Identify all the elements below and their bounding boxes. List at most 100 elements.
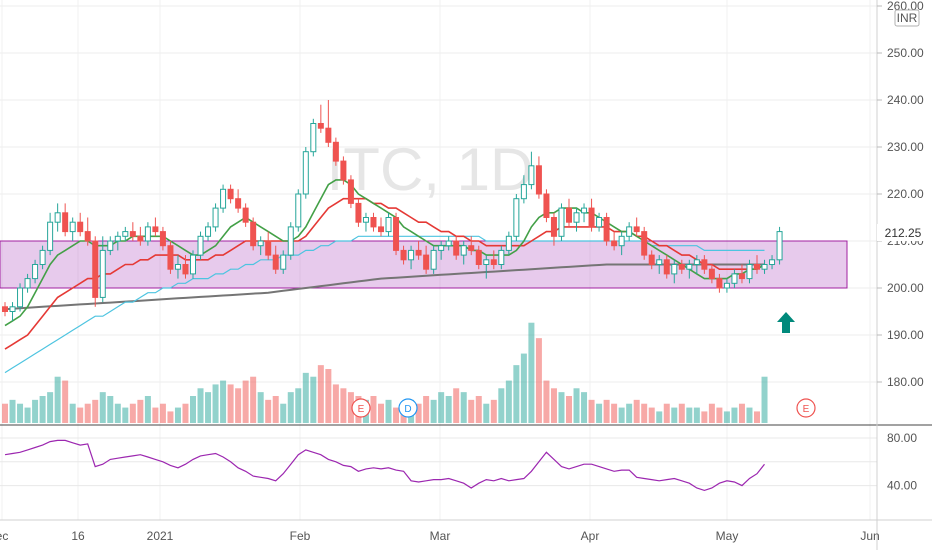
candle-body xyxy=(438,245,445,251)
volume-bar xyxy=(596,403,603,423)
candle-body xyxy=(205,226,212,237)
volume-bar xyxy=(174,407,181,423)
candle-body xyxy=(671,264,678,275)
event-marker[interactable]: E xyxy=(796,398,816,418)
current-price-label: 212.25 xyxy=(885,226,922,240)
candle-body xyxy=(77,221,84,233)
volume-bar xyxy=(716,407,723,423)
volume-bar xyxy=(738,403,745,423)
volume-bar xyxy=(423,396,430,423)
volume-bar xyxy=(663,403,670,423)
candle-body xyxy=(400,249,407,261)
time-tick-label: ec xyxy=(0,529,8,543)
event-circle xyxy=(398,398,418,418)
volume-bar xyxy=(182,403,189,423)
candle-body xyxy=(122,231,129,237)
candle-body xyxy=(633,226,640,233)
volume-bar xyxy=(107,396,114,423)
candle-body xyxy=(159,231,166,247)
time-tick-label: Jun xyxy=(860,529,879,543)
volume-bar xyxy=(77,407,84,423)
candle-body xyxy=(310,123,317,153)
volume-bar xyxy=(317,365,324,423)
event-marker[interactable]: E xyxy=(351,398,371,418)
candle-body xyxy=(302,151,309,195)
volume-bars xyxy=(2,322,768,423)
ma-slow-line xyxy=(4,235,765,374)
candle-body xyxy=(280,254,287,270)
volume-bar xyxy=(385,399,392,423)
volume-bar xyxy=(671,407,678,423)
candle-body xyxy=(378,226,384,233)
volume-bar xyxy=(708,403,715,423)
price-tick-label: 220.00 xyxy=(887,187,924,201)
volume-bar xyxy=(144,396,151,423)
candle-body xyxy=(129,231,136,237)
candle-body xyxy=(174,264,181,270)
time-tick-label: May xyxy=(716,529,739,543)
time-tick-label: Feb xyxy=(290,529,311,543)
event-marker[interactable]: D xyxy=(398,398,418,418)
volume-bar xyxy=(310,376,317,423)
candle-body xyxy=(287,226,294,256)
time-tick-label: Apr xyxy=(581,529,600,543)
candle-body xyxy=(543,193,550,218)
candle-body xyxy=(423,254,430,270)
candle-body xyxy=(355,202,362,223)
volume-bar xyxy=(62,380,69,423)
volume-bar xyxy=(505,380,512,423)
volume-bar xyxy=(325,369,332,423)
currency-badge: INR xyxy=(894,9,920,27)
volume-bar xyxy=(69,403,76,423)
rsi-indicator xyxy=(4,439,765,492)
candle-body xyxy=(520,184,527,200)
volume-bar xyxy=(220,380,227,423)
volume-bar xyxy=(415,403,422,423)
volume-bar xyxy=(483,403,490,423)
volume-bar xyxy=(618,407,625,423)
time-axis: ec 16 2021 Feb Mar Apr May Jun xyxy=(0,529,880,543)
volume-bar xyxy=(475,396,482,423)
volume-bar xyxy=(272,396,279,423)
candle-body xyxy=(430,249,437,270)
candle-body xyxy=(227,188,234,200)
candle-body xyxy=(317,123,324,129)
candle-body xyxy=(332,141,339,162)
candle-body xyxy=(272,254,279,270)
candle-body xyxy=(242,207,249,223)
volume-bar xyxy=(47,392,54,423)
moving-averages xyxy=(4,179,765,374)
volume-bar xyxy=(302,372,309,423)
volume-bar xyxy=(99,392,106,423)
candle-body xyxy=(190,254,196,275)
candle-body xyxy=(84,231,91,242)
candle-body xyxy=(656,259,663,265)
event-label: E xyxy=(803,404,810,415)
candle-body xyxy=(723,282,730,289)
candle-body xyxy=(550,217,557,237)
candle-body xyxy=(566,207,572,223)
candle-body xyxy=(182,264,189,275)
candle-body xyxy=(475,249,482,265)
volume-bar xyxy=(159,403,166,423)
candle-body xyxy=(212,207,219,228)
candle-body xyxy=(92,240,99,298)
ma-long-line xyxy=(4,263,765,311)
volume-bar xyxy=(250,376,257,423)
candle-body xyxy=(107,240,114,251)
candle-body xyxy=(581,207,588,214)
candle-body xyxy=(54,212,61,223)
arrow-shape xyxy=(777,312,795,333)
volume-bar xyxy=(641,403,648,423)
currency-label: INR xyxy=(897,11,918,25)
volume-bar xyxy=(460,392,467,423)
volume-bar xyxy=(693,407,700,423)
volume-bar xyxy=(438,392,445,423)
volume-bar xyxy=(430,399,437,423)
volume-bar xyxy=(84,403,91,423)
volume-bar xyxy=(573,388,580,423)
volume-bar xyxy=(137,399,144,423)
